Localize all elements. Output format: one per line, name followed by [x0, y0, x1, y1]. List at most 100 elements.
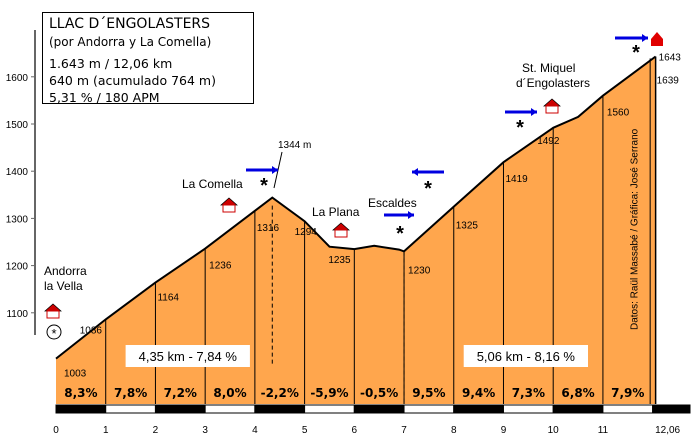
arrow-head-icon: [412, 168, 418, 176]
km-scale-block: [453, 404, 504, 414]
km-elevation-label: 1235: [328, 255, 351, 266]
house-icon-body: [545, 105, 559, 114]
km-scale-block: [552, 404, 604, 414]
house-icon-body: [46, 310, 60, 319]
climb-elevation-gain: 640 m (acumulado 764 m): [49, 73, 216, 88]
km-scale-block: [154, 404, 206, 414]
climb-altitude-distance: 1.643 m / 12,06 km: [49, 56, 173, 71]
summit-elevation-label: 1643: [659, 53, 682, 64]
y-tick-label: 1200: [6, 262, 29, 273]
climb-star-icon: *: [396, 223, 404, 245]
house-icon: [543, 98, 561, 107]
y-tick-label: 1400: [6, 167, 29, 178]
peak-elevation-label: 1344 m: [278, 140, 311, 151]
climb-star-icon: *: [632, 42, 640, 64]
profile-line: [55, 55, 657, 360]
x-tick-label: 12,06: [655, 425, 680, 436]
km-elevation-label: 1003: [64, 369, 87, 380]
profile-area: [56, 56, 656, 404]
x-tick-label: 3: [202, 425, 208, 436]
km-elevation-label: 1236: [209, 261, 232, 272]
km-elevation-label: 1325: [456, 221, 479, 232]
x-tick-label: 1: [103, 425, 109, 436]
climb-average-gradient: 5,31 % / 180 APM: [49, 90, 160, 105]
km-elevation-label: 1230: [408, 265, 431, 276]
x-tick-label: 8: [451, 425, 457, 436]
place-label: la Vella: [44, 279, 83, 293]
x-tick-label: 9: [501, 425, 507, 436]
x-tick-label: 0: [53, 425, 59, 436]
house-icon: [332, 222, 350, 231]
km-scale-block: [502, 404, 554, 414]
gradient-label: 7,2%: [164, 386, 197, 400]
climb-star-icon: *: [516, 117, 524, 139]
km-scale-block: [652, 404, 691, 414]
x-tick-label: 5: [302, 425, 308, 436]
arrow-head-icon: [642, 34, 648, 42]
x-tick-label: 11: [598, 425, 609, 436]
segment-box: [125, 345, 250, 367]
y-tick-label: 1600: [6, 73, 29, 84]
km-elevation-label: 1492: [537, 136, 560, 147]
x-tick-label: 2: [153, 425, 159, 436]
km-scale-block: [55, 404, 107, 414]
gradient-label: -5,9%: [310, 386, 348, 400]
gradient-label: -2,2%: [261, 386, 299, 400]
y-tick-label: 1300: [6, 214, 29, 225]
gradient-label: 8,3%: [64, 386, 97, 400]
credits-label: Datos: Raül Massabé / Gráfica: José Serr…: [630, 128, 641, 330]
x-tick-label: 6: [352, 425, 358, 436]
climb-subtitle: (por Andorra y La Comella): [49, 35, 212, 49]
gradient-label: 9,4%: [462, 386, 495, 400]
house-icon: [220, 197, 238, 206]
summit-flag-icon: [651, 32, 663, 46]
place-label: Andorra: [44, 264, 87, 278]
house-icon: [44, 303, 62, 312]
segment-label: 4,35 km - 7,84 %: [139, 349, 238, 364]
km-elevation-label: 1316: [257, 223, 280, 234]
place-label: La Plana: [312, 205, 360, 219]
x-tick-label: 4: [252, 425, 258, 436]
km-scale-block: [204, 404, 256, 414]
place-label: Escaldes: [368, 196, 417, 210]
x-tick-label: 10: [548, 425, 560, 436]
km-elevation-label: 1164: [157, 293, 179, 304]
x-tick-label: 7: [401, 425, 407, 436]
place-label: La Comella: [182, 177, 243, 191]
km-scale-block: [254, 404, 306, 414]
km-scale-block: [105, 404, 156, 414]
arrow-head-icon: [272, 166, 278, 174]
gradient-label: 7,3%: [512, 386, 545, 400]
km-scale-block: [353, 404, 405, 414]
y-tick-label: 1100: [6, 309, 28, 320]
climb-info-box: LLAC D´ENGOLASTERS (por Andorra y La Com…: [42, 12, 254, 105]
km-elevation-label: 1086: [80, 325, 103, 336]
start-marker-star: *: [51, 326, 56, 341]
arrow-head-icon: [531, 108, 537, 116]
start-marker-icon: [46, 324, 62, 340]
gradient-label: -0,5%: [360, 386, 398, 400]
gradient-label: 9,5%: [412, 386, 445, 400]
km-scale-block: [304, 404, 355, 414]
gradient-label: 7,9%: [611, 386, 644, 400]
km-elevation-label: 1294: [295, 227, 318, 238]
climb-title: LLAC D´ENGOLASTERS: [49, 16, 211, 32]
climb-star-icon: *: [260, 175, 268, 197]
gradient-label: 6,8%: [561, 386, 594, 400]
place-label: St. Miquel: [522, 61, 575, 75]
km-scale-block: [602, 404, 654, 414]
gradient-label: 8,0%: [213, 386, 246, 400]
km-elevation-label: 1419: [505, 174, 528, 185]
km-elevation-label: 1560: [607, 108, 630, 119]
gradient-label: 7,8%: [114, 386, 147, 400]
segment-box: [463, 345, 589, 367]
arrow-head-icon: [408, 211, 414, 219]
y-tick-label: 1500: [6, 120, 29, 131]
house-icon-body: [222, 204, 236, 213]
place-label: d´Engolasters: [516, 76, 590, 90]
segment-label: 5,06 km - 8,16 %: [477, 349, 576, 364]
pass-elevation-label: 1639: [657, 75, 680, 86]
climb-star-icon: *: [424, 178, 432, 200]
